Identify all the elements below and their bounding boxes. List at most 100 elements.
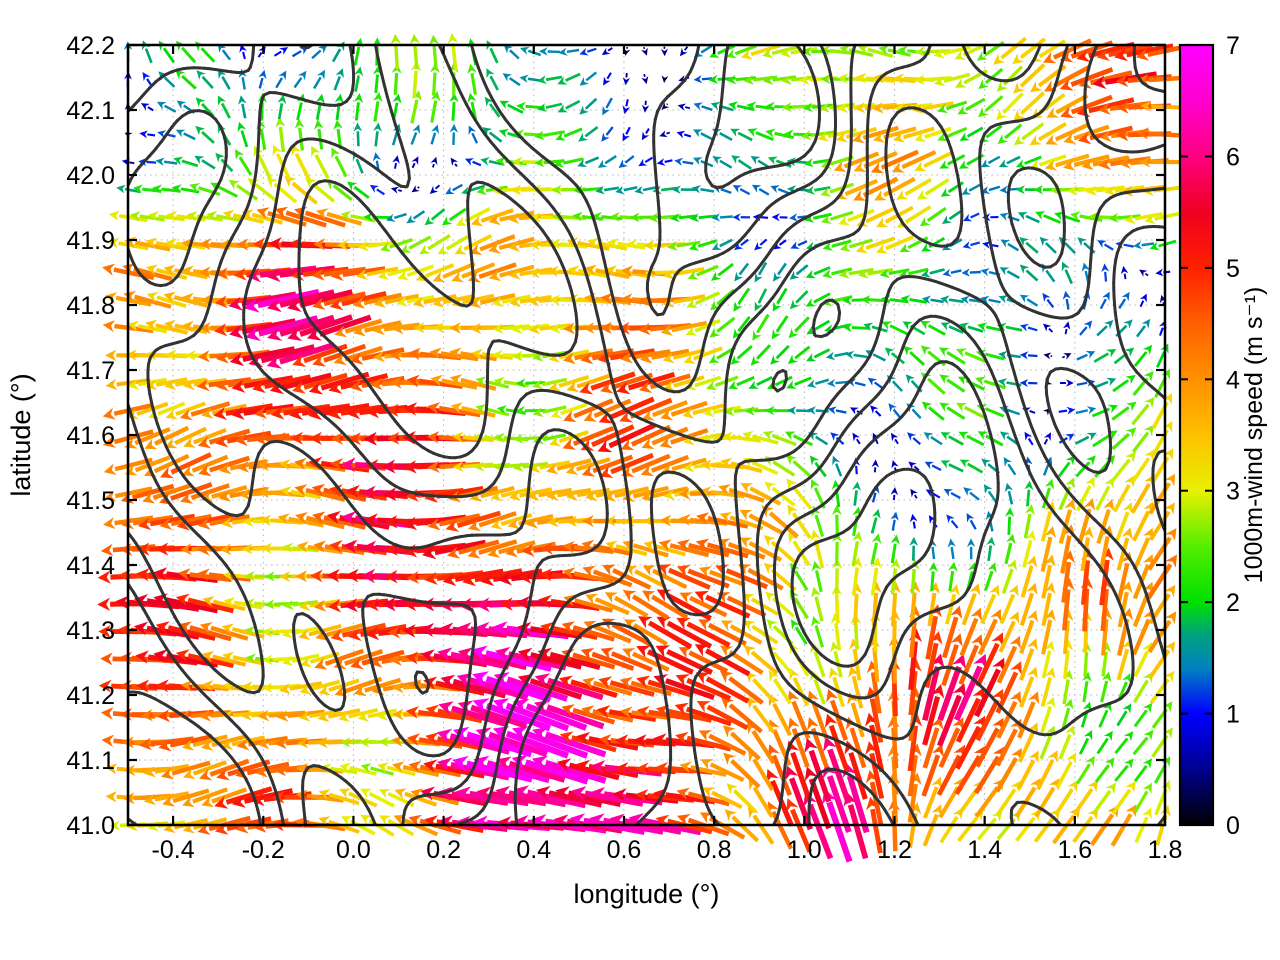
arrow-shaft (169, 734, 214, 748)
arrow-shaft (382, 680, 422, 692)
arrow-head (468, 519, 482, 532)
arrow-head (711, 271, 722, 281)
arrow-head (160, 767, 174, 780)
contour-segment (181, 669, 189, 678)
arrow-head (825, 713, 838, 728)
arrow-shaft (1024, 155, 1042, 165)
arrow-head (565, 463, 579, 475)
arrow-shaft (709, 762, 745, 782)
contour-segment (333, 654, 339, 664)
arrow-shaft (1000, 36, 1027, 60)
arrow-head (183, 379, 195, 391)
arrow-shaft (314, 154, 330, 180)
arrow-head (104, 292, 118, 304)
contour-segment (344, 435, 350, 441)
arrow-head (805, 298, 816, 307)
arrow-head (1124, 213, 1136, 225)
arrow-head (1116, 101, 1129, 114)
arrow-shaft (679, 214, 698, 220)
arrow-head (314, 658, 328, 670)
arrow-shaft (943, 72, 971, 83)
arrow-head (139, 130, 148, 139)
arrow-head (865, 770, 879, 784)
arrow-shaft (871, 592, 879, 627)
arrow-shaft (164, 104, 177, 113)
arrow-shaft (348, 708, 378, 719)
arrow-shaft (737, 316, 751, 333)
arrow-head (694, 644, 710, 657)
arrow-shaft (1070, 94, 1113, 115)
arrow-head (977, 431, 989, 440)
arrow-shaft (796, 409, 811, 413)
arrow-head (781, 102, 792, 113)
arrow-shaft (700, 44, 713, 54)
arrow-shaft (434, 539, 486, 556)
arrow-head (1062, 290, 1071, 300)
arrow-shaft (1093, 380, 1109, 389)
arrow-shaft (326, 211, 363, 226)
arrow-head (123, 290, 137, 303)
arrow-shaft (593, 624, 632, 644)
arrow-head (567, 265, 580, 277)
arrow-shaft (291, 50, 302, 58)
arrow-head (153, 567, 168, 581)
arrow-shaft (999, 593, 1016, 625)
arrow-shaft (891, 620, 897, 654)
arrow-head (456, 216, 468, 226)
arrow-shaft (193, 817, 228, 830)
arrow-head (449, 123, 459, 133)
arrow-head (125, 349, 137, 361)
arrow-head (243, 297, 260, 313)
arrow-shaft (1131, 403, 1150, 426)
contour-segment (1043, 454, 1049, 463)
arrow-head (938, 347, 950, 357)
arrow-head (801, 46, 812, 57)
arrow-shaft (1041, 592, 1052, 627)
arrow-head (129, 211, 141, 222)
arrow-head (175, 593, 190, 607)
arrow-head (424, 216, 435, 226)
arrow-head (166, 210, 178, 222)
arrow-shaft (341, 291, 387, 307)
arrow-shaft (922, 727, 940, 769)
arrow-shaft (299, 314, 353, 337)
arrow-head (1063, 353, 1072, 360)
arrow-shaft (1060, 535, 1072, 574)
arrow-shaft (834, 351, 849, 358)
arrow-head (495, 646, 511, 662)
arrow-head (620, 438, 635, 451)
arrow-shaft (985, 325, 1004, 332)
arrow-head (583, 410, 597, 422)
arrow-head (266, 298, 282, 312)
arrow-head (295, 512, 308, 524)
contour-segment (279, 809, 284, 820)
arrow-head (105, 791, 117, 803)
arrow-head (638, 158, 648, 167)
arrow-shaft (752, 786, 774, 818)
arrow-head (1065, 477, 1075, 489)
arrow-shaft (254, 183, 278, 203)
arrow-shaft (867, 268, 894, 276)
contour-segment (868, 789, 876, 797)
arrow-shaft (201, 75, 214, 89)
contour-segment (377, 397, 383, 404)
arrow-shaft (853, 490, 858, 506)
arrow-shaft (975, 727, 1000, 768)
arrow-head (804, 737, 818, 753)
arrow-head (540, 542, 554, 555)
arrow-head (495, 156, 506, 167)
arrow-shaft (967, 462, 984, 474)
arrow-head (1000, 239, 1011, 248)
arrow-head (496, 756, 512, 771)
arrow-head (835, 131, 848, 143)
arrow-shaft (470, 704, 528, 729)
arrow-head (557, 104, 568, 113)
arrow-head (1044, 640, 1055, 652)
arrow-head (838, 268, 850, 279)
arrow-head (890, 534, 900, 545)
arrow-shaft (752, 814, 775, 845)
contour-segment (404, 159, 409, 166)
arrow-shaft (719, 132, 733, 141)
contour-segment (306, 315, 312, 322)
arrow-shaft (594, 597, 630, 616)
